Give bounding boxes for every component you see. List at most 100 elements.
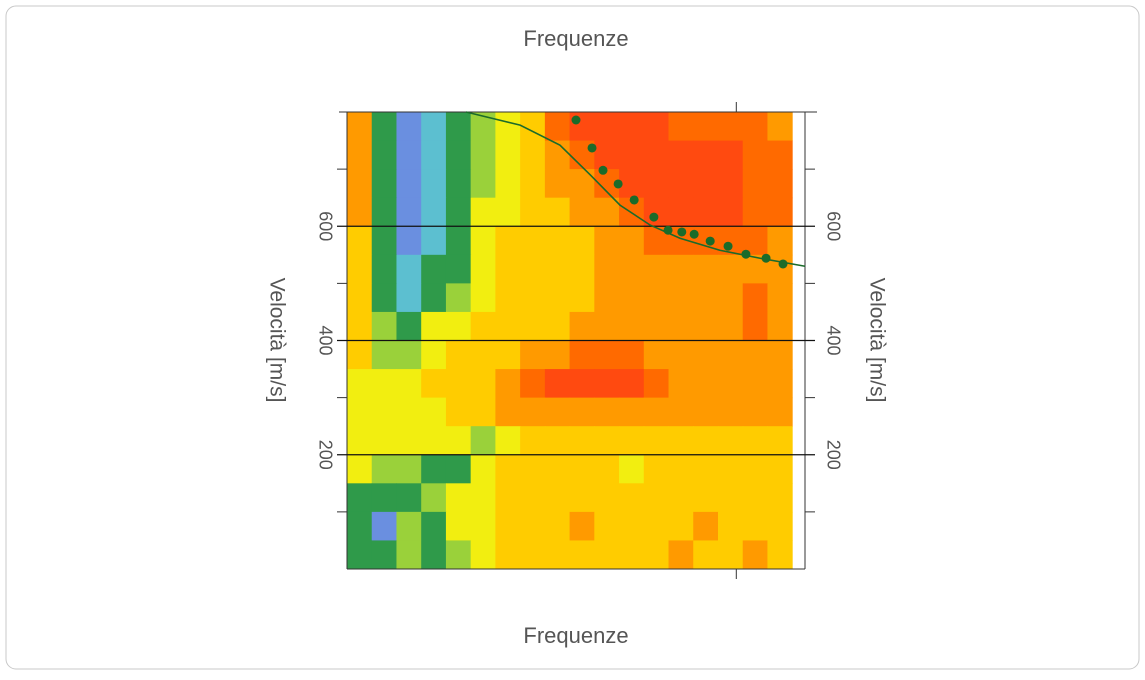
heatmap-cell xyxy=(445,397,472,427)
heatmap-cell xyxy=(668,397,694,427)
heatmap-cell xyxy=(421,454,447,484)
heatmap-cell xyxy=(693,311,719,341)
picked-point xyxy=(613,179,623,189)
picked-point xyxy=(663,225,673,235)
heatmap-cell xyxy=(520,511,546,541)
heatmap-cell xyxy=(495,254,521,284)
heatmap-cell xyxy=(347,283,373,313)
heatmap-cell xyxy=(495,283,521,313)
heatmap-cell xyxy=(396,340,422,370)
heatmap-cell xyxy=(619,454,645,484)
heatmap-cell xyxy=(470,540,496,570)
heatmap-cell xyxy=(544,254,571,284)
heatmap-cell xyxy=(371,254,397,284)
heatmap-cell xyxy=(693,426,719,456)
heatmap-cell xyxy=(544,283,571,313)
heatmap-cell xyxy=(495,311,521,341)
heatmap-cell xyxy=(717,540,744,570)
heatmap-cell xyxy=(347,483,373,513)
heatmap-cell xyxy=(693,397,719,427)
heatmap-cell xyxy=(495,112,521,142)
heatmap-cell xyxy=(643,369,670,399)
heatmap-cell xyxy=(594,140,620,170)
heatmap-cell xyxy=(371,426,397,456)
picked-point xyxy=(778,259,788,269)
heatmap-cell xyxy=(668,426,694,456)
heatmap-cell xyxy=(495,540,521,570)
heatmap-cell xyxy=(643,454,670,484)
heatmap-cell xyxy=(643,540,670,570)
heatmap-cell xyxy=(643,197,670,227)
heatmap-cell xyxy=(767,112,793,142)
heatmap-cell xyxy=(643,254,670,284)
heatmap-cell xyxy=(668,140,694,170)
heatmap-cell xyxy=(371,369,397,399)
heatmap-cell xyxy=(742,197,768,227)
heatmap-cell xyxy=(594,426,620,456)
heatmap-cell xyxy=(619,340,645,370)
heatmap-cell xyxy=(767,454,793,484)
heatmap-cell xyxy=(717,112,744,142)
heatmap-cell xyxy=(742,454,768,484)
heatmap-cell xyxy=(347,369,373,399)
heatmap-cell xyxy=(544,226,571,256)
heatmap-cell xyxy=(544,140,571,170)
heatmap-cell xyxy=(520,283,546,313)
heatmap-cell xyxy=(693,511,719,541)
heatmap-cell xyxy=(445,369,472,399)
heatmap-cell xyxy=(767,540,793,570)
heatmap-cell xyxy=(767,397,793,427)
heatmap-cell xyxy=(470,369,496,399)
heatmap-cell xyxy=(668,454,694,484)
heatmap-cell xyxy=(470,254,496,284)
heatmap-cell xyxy=(643,397,670,427)
heatmap-cell xyxy=(569,254,595,284)
heatmap-cell xyxy=(520,454,546,484)
heatmap-cell xyxy=(594,369,620,399)
heatmap-cell xyxy=(347,197,373,227)
heatmap-cell xyxy=(421,540,447,570)
heatmap-cell xyxy=(619,397,645,427)
heatmap-cell xyxy=(347,254,373,284)
heatmap-cell xyxy=(619,483,645,513)
heatmap-cell xyxy=(693,369,719,399)
heatmap-cell xyxy=(470,311,496,341)
heatmap-cell xyxy=(619,283,645,313)
heatmap-cell xyxy=(594,397,620,427)
heatmap-cell xyxy=(717,369,744,399)
heatmap-cell xyxy=(717,340,744,370)
heatmap-cell xyxy=(445,112,472,142)
heatmap-cell xyxy=(396,483,422,513)
heatmap-cell xyxy=(470,397,496,427)
heatmap-cell xyxy=(421,340,447,370)
heatmap-cell xyxy=(495,397,521,427)
heatmap-cell xyxy=(396,397,422,427)
heatmap-cell xyxy=(643,112,670,142)
heatmap-cell xyxy=(470,340,496,370)
heatmap-cell xyxy=(668,197,694,227)
heatmap-cell xyxy=(396,511,422,541)
heatmap-cell xyxy=(520,369,546,399)
heatmap-cell xyxy=(717,426,744,456)
heatmap-cell xyxy=(544,369,571,399)
heatmap-cell xyxy=(347,169,373,199)
heatmap-cell xyxy=(445,140,472,170)
heatmap-cell xyxy=(520,197,546,227)
heatmap-cell xyxy=(544,169,571,199)
picked-point xyxy=(741,249,751,259)
heatmap-cell xyxy=(520,397,546,427)
heatmap-cell xyxy=(643,140,670,170)
heatmap-cell xyxy=(470,226,496,256)
heatmap-cell xyxy=(569,426,595,456)
heatmap-cell xyxy=(470,483,496,513)
heatmap-cell xyxy=(569,226,595,256)
heatmap-cell xyxy=(643,511,670,541)
heatmap-cell xyxy=(396,426,422,456)
heatmap-cell xyxy=(520,140,546,170)
heatmap-cell xyxy=(371,540,397,570)
heatmap-cell xyxy=(544,112,571,142)
heatmap-cell xyxy=(643,426,670,456)
heatmap-cell xyxy=(470,426,496,456)
